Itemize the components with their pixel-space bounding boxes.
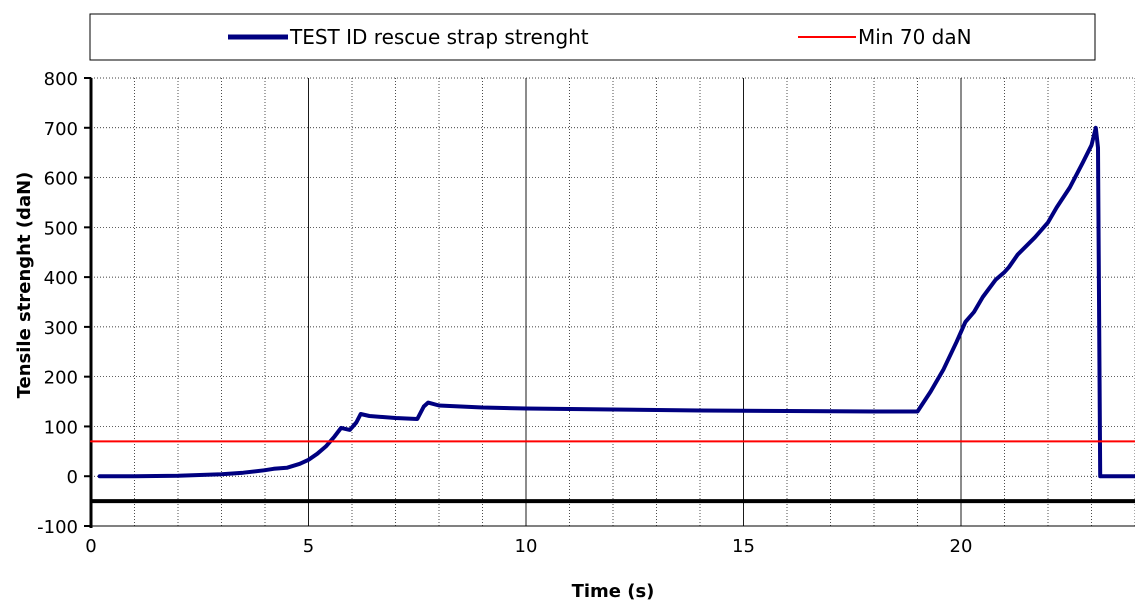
- y-tick-label: 300: [44, 318, 78, 339]
- y-tick-label: -100: [37, 517, 78, 538]
- x-tick-label: 15: [732, 536, 755, 557]
- x-tick-label: 10: [515, 536, 538, 557]
- x-axis-title: Time (s): [572, 581, 655, 602]
- y-tick-label: 500: [44, 218, 78, 239]
- x-tick-label: 20: [950, 536, 973, 557]
- y-tick-label: 100: [44, 417, 78, 438]
- series-line-1: [97, 125, 1135, 479]
- tick-labels: -100 0 100 200 300 400 500 600 700 800 0 5 10 15 20: [37, 69, 972, 557]
- x-tick-label: 5: [303, 536, 314, 557]
- y-tick-label: 700: [44, 119, 78, 140]
- y-tick-label: 800: [44, 69, 78, 90]
- legend-label-series-1: TEST ID rescue strap strenght: [289, 25, 589, 49]
- legend-label-series-2: Min 70 daN: [858, 25, 972, 49]
- y-axis-title: Tensile strenght (daN): [14, 172, 35, 399]
- y-tick-label: 0: [67, 467, 78, 488]
- y-tick-label: 600: [44, 169, 78, 190]
- y-tick-label: 200: [44, 368, 78, 389]
- legend: TEST ID rescue strap strenght Min 70 daN: [89, 13, 1096, 61]
- grid: [91, 77, 1135, 526]
- y-tick-label: 400: [44, 268, 78, 289]
- x-tick-label: 0: [85, 536, 96, 557]
- axes: [84, 77, 1135, 528]
- series-layer: [90, 125, 1135, 479]
